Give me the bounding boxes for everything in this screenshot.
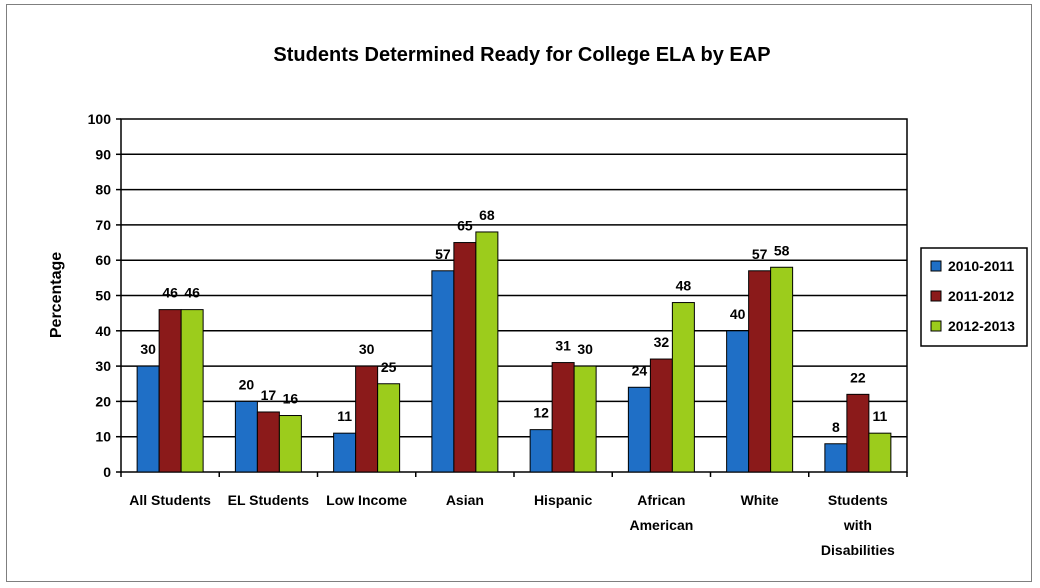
bar (136, 365, 160, 473)
bar (453, 242, 477, 473)
x-tick-label: White (741, 492, 779, 508)
legend-label: 2011-2012 (948, 288, 1014, 304)
bar-chart: Students Determined Ready for College EL… (48, 44, 1028, 558)
bar (846, 393, 870, 473)
bar (256, 411, 280, 473)
legend: 2010-2011 2011-2012 2012-2013 (920, 247, 1028, 347)
y-tick-label: 60 (95, 252, 111, 268)
bar (475, 231, 499, 473)
y-axis-label: Percentage (48, 252, 65, 338)
bar (573, 365, 597, 473)
bar (431, 270, 455, 473)
x-tick-label: African (637, 492, 685, 508)
x-tick-label: Asian (446, 492, 484, 508)
data-label: 8 (832, 419, 840, 435)
data-label: 68 (479, 207, 495, 223)
y-tick-label: 30 (95, 358, 111, 374)
legend-swatch (930, 260, 942, 272)
data-label: 24 (632, 362, 648, 378)
chart-frame: Students Determined Ready for College EL… (6, 4, 1032, 582)
x-tick-labels: All Students EL Students Low Income Asian Hi… (129, 492, 895, 558)
bar (355, 365, 379, 473)
data-label: 30 (359, 341, 375, 357)
data-label: 40 (730, 306, 746, 322)
data-label: 11 (337, 408, 352, 424)
y-tick-label: 70 (95, 217, 111, 233)
data-label: 65 (457, 218, 473, 234)
data-labels: 30 20 11 57 12 24 40 8 46 17 30 65 31 32 57 22 46 16 25 68 3… (140, 207, 887, 435)
y-tick-label: 80 (95, 182, 111, 198)
legend-swatch (930, 290, 942, 302)
bar (748, 270, 772, 473)
x-tick-label: with (843, 517, 872, 533)
data-label: 58 (774, 242, 790, 258)
x-tick-label: Students (828, 492, 888, 508)
data-label: 31 (555, 338, 571, 354)
x-tick-label: Hispanic (534, 492, 593, 508)
chart-title: Students Determined Ready for College EL… (273, 44, 770, 66)
bar (333, 432, 357, 473)
data-label: 32 (654, 334, 670, 350)
bar (158, 309, 182, 473)
legend-swatch (930, 320, 942, 332)
bar (180, 309, 204, 473)
bar (770, 266, 794, 473)
y-tick-labels: 0 10 20 30 40 50 60 70 80 90 100 (88, 111, 112, 480)
y-tick-label: 40 (95, 323, 111, 339)
x-tick-label: All Students (129, 492, 211, 508)
y-tick-label: 50 (95, 288, 111, 304)
y-tick-label: 0 (103, 464, 111, 480)
data-label: 57 (435, 246, 451, 262)
bar (551, 362, 575, 473)
data-label: 17 (261, 387, 277, 403)
bars (136, 231, 892, 473)
data-label: 46 (184, 285, 200, 301)
data-label: 11 (872, 408, 887, 424)
bar (726, 330, 750, 473)
x-tick-label: American (629, 517, 693, 533)
bar (377, 383, 401, 473)
data-label: 57 (752, 246, 768, 262)
data-label: 16 (283, 391, 299, 407)
data-label: 25 (381, 359, 397, 375)
data-label: 48 (676, 278, 692, 294)
bar (824, 443, 848, 473)
y-tick-label: 10 (95, 429, 111, 445)
x-tick-label: Low Income (326, 492, 407, 508)
data-label: 22 (850, 369, 866, 385)
data-label: 20 (239, 376, 255, 392)
y-tick-label: 90 (95, 146, 111, 162)
data-label: 30 (577, 341, 593, 357)
y-tick-label: 100 (88, 111, 112, 127)
bar (278, 415, 302, 473)
data-label: 12 (533, 405, 549, 421)
bar (529, 429, 553, 473)
bar (649, 358, 673, 473)
bar (234, 400, 258, 473)
x-tick-label: EL Students (228, 492, 310, 508)
data-label: 46 (162, 285, 178, 301)
x-tick-label: Disabilities (821, 542, 895, 558)
data-label: 30 (140, 341, 156, 357)
axes (116, 118, 908, 477)
bar (627, 386, 651, 473)
legend-label: 2010-2011 (948, 258, 1014, 274)
legend-label: 2012-2013 (948, 318, 1015, 334)
bar (868, 432, 892, 473)
bar (671, 302, 695, 473)
y-tick-label: 20 (95, 393, 111, 409)
